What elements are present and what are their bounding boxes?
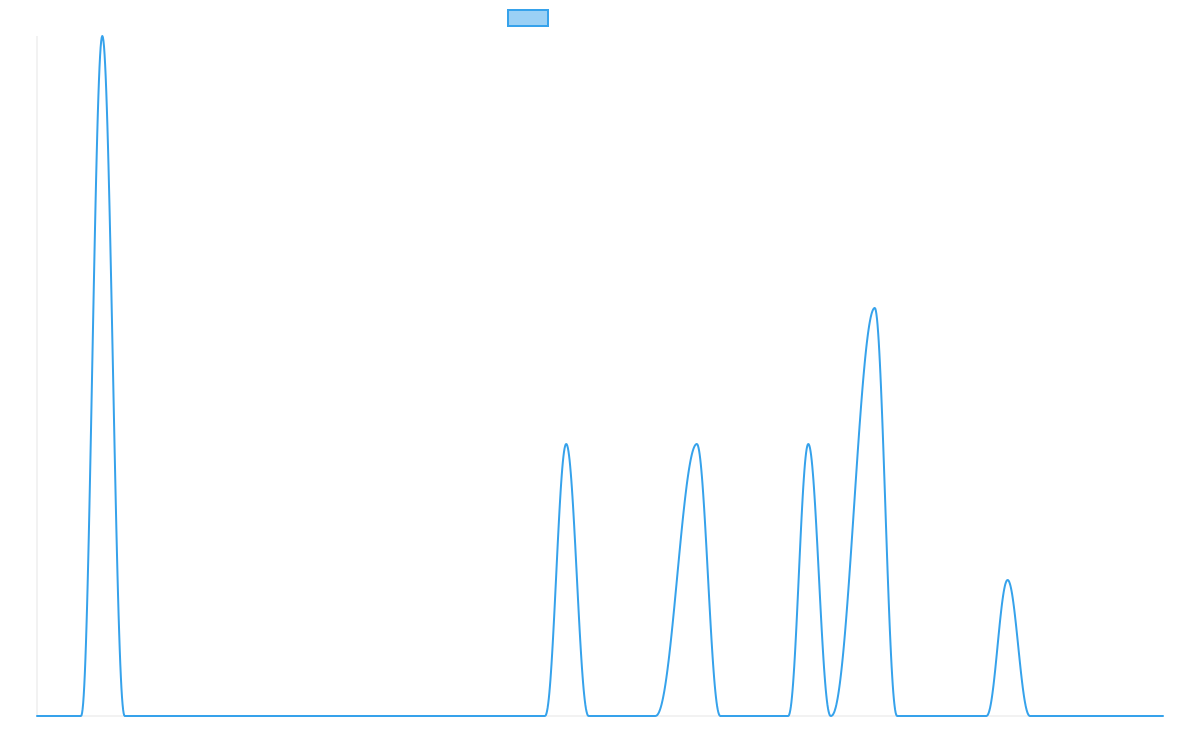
- series-line: [36, 35, 1164, 717]
- plot-area: [36, 35, 1164, 717]
- legend[interactable]: [507, 9, 549, 27]
- legend-swatch[interactable]: [507, 9, 549, 27]
